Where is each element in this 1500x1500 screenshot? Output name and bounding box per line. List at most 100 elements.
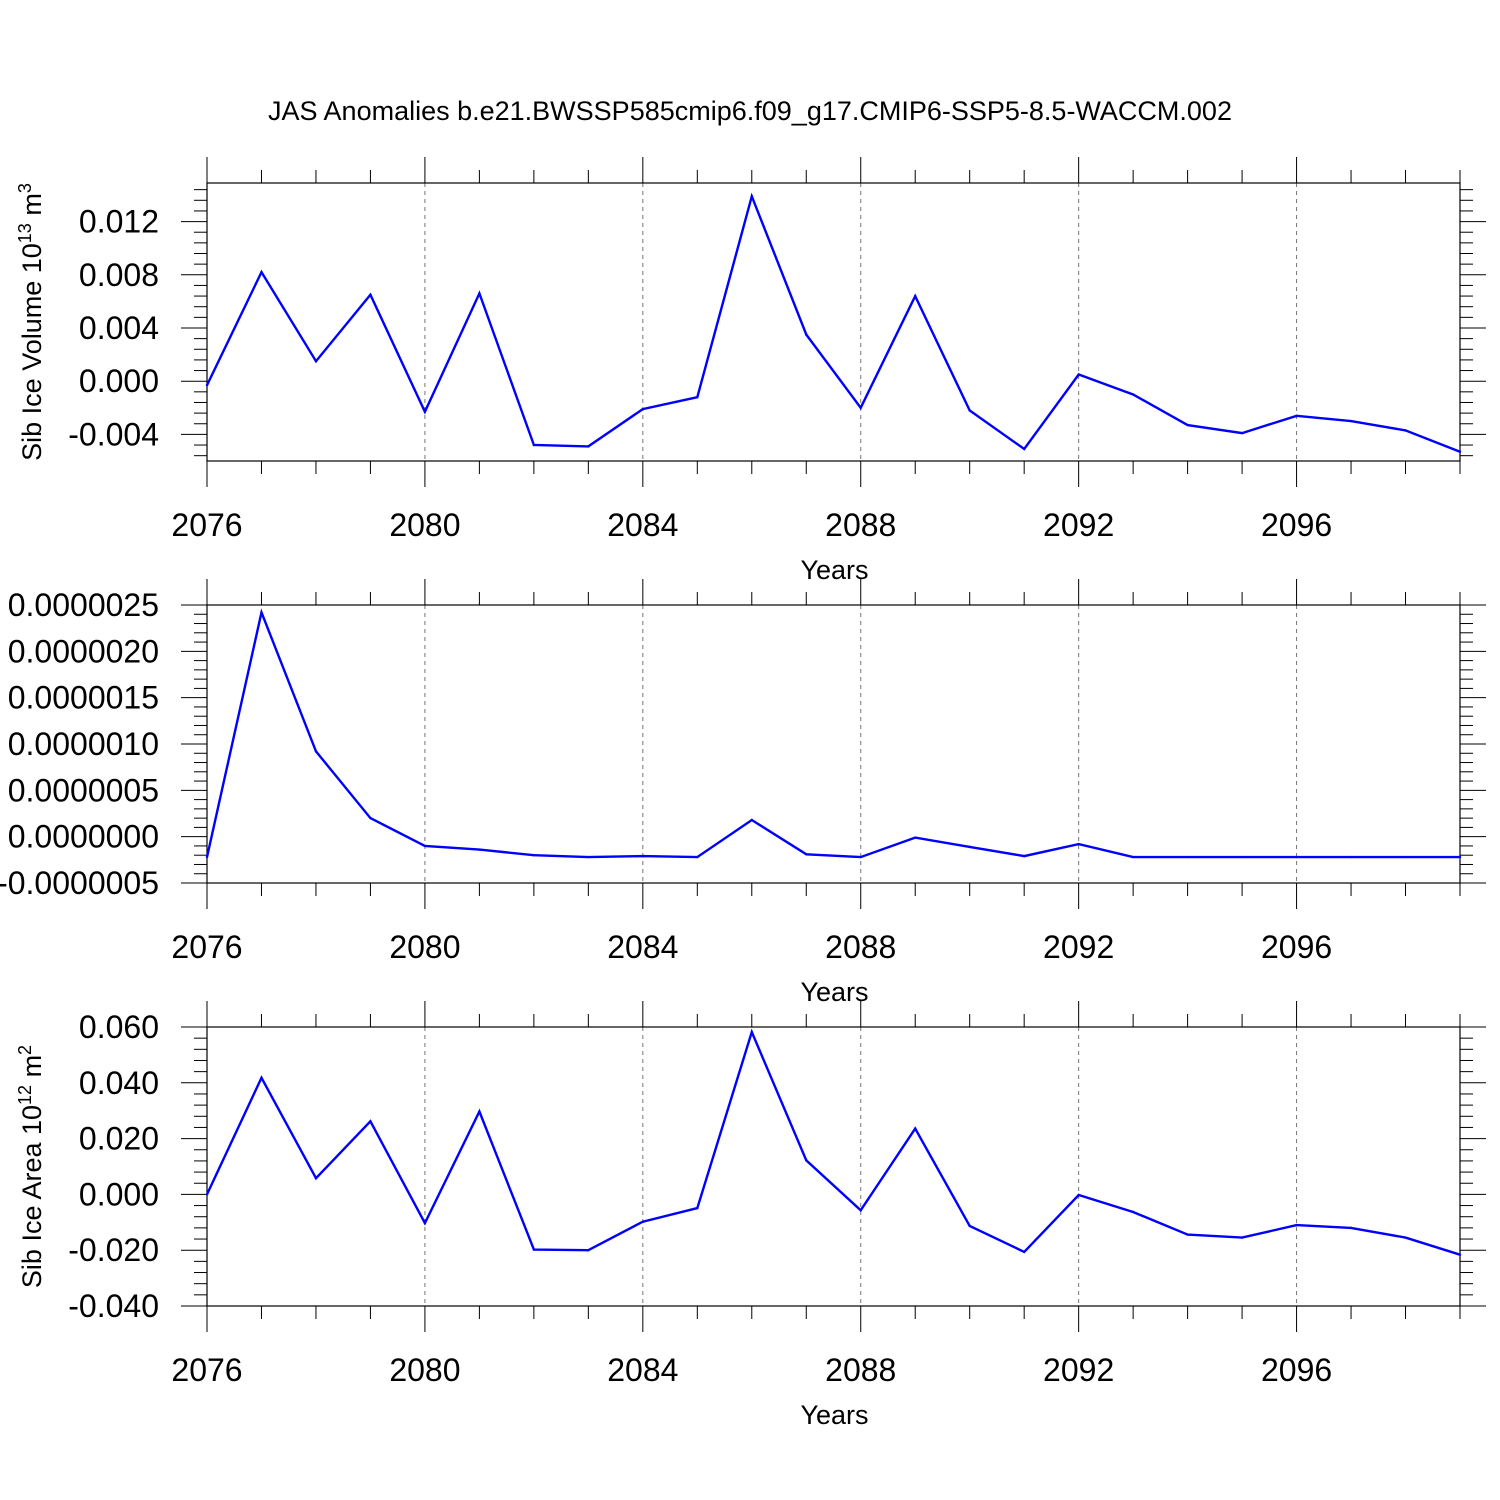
data-point <box>532 1248 536 1251</box>
data-point <box>914 836 917 839</box>
x-tick-label: 2092 <box>1043 929 1114 965</box>
data-point <box>859 855 862 859</box>
data-point <box>805 1159 808 1162</box>
y-tick-label: 0.004 <box>79 310 159 346</box>
y-tick-label: -0.0000005 <box>0 865 159 901</box>
data-point <box>205 383 209 387</box>
y-tick-label: 0.0000000 <box>8 819 159 855</box>
data-point <box>423 410 427 413</box>
data-point <box>1458 855 1462 859</box>
x-tick-label: 2076 <box>171 929 242 965</box>
data-point <box>1186 423 1189 427</box>
data-point <box>968 1224 971 1228</box>
y-tick-label: -0.004 <box>68 416 159 452</box>
figure-title: JAS Anomalies b.e21.BWSSP585cmip6.f09_g1… <box>268 96 1232 126</box>
x-tick-label: 2092 <box>1043 1352 1114 1388</box>
y-tick-label: 0.000 <box>79 1176 159 1212</box>
data-point <box>1295 1223 1298 1227</box>
data-point <box>1022 1250 1026 1254</box>
chart-panel-2: 2076 2080 2084 2088 2092 2096 -0.0000005 0.0000… <box>0 579 1486 1007</box>
data-point <box>314 1177 318 1180</box>
data-point <box>1131 855 1135 859</box>
y-tick-label: 0.0000020 <box>8 633 159 669</box>
x-tick-label: 2088 <box>825 929 896 965</box>
chart-panel-1: 2076 2080 2084 2088 2092 2096 -0.004 0.000 0.004… <box>15 157 1486 585</box>
y-tick-label: 0.0000015 <box>8 680 159 716</box>
data-point <box>369 293 372 296</box>
data-point <box>423 844 427 848</box>
data-point <box>1240 431 1244 435</box>
data-point <box>1295 414 1298 417</box>
data-point <box>968 845 971 849</box>
data-point <box>260 270 263 274</box>
y-tick-label: 0.0000005 <box>8 772 159 808</box>
y-tick-label: 0.0000010 <box>8 726 159 762</box>
y-tick-label: 0.0000025 <box>8 587 159 623</box>
data-point <box>805 333 808 336</box>
x-tick-label: 2096 <box>1261 929 1332 965</box>
data-point <box>750 1030 753 1034</box>
data-point <box>587 855 590 859</box>
x-tick-label: 2080 <box>389 507 460 543</box>
data-point <box>1240 1236 1244 1239</box>
x-tick-label: 2096 <box>1261 507 1332 543</box>
y-tick-label: 0.020 <box>79 1121 159 1157</box>
data-point <box>696 1206 699 1210</box>
data-point <box>1404 1236 1407 1239</box>
data-point <box>1458 450 1462 453</box>
x-tick-label: 2084 <box>607 1352 678 1388</box>
x-tick-label: 2088 <box>825 1352 896 1388</box>
data-point <box>1131 393 1135 396</box>
series-line <box>205 1028 1461 1256</box>
data-point <box>260 1076 263 1079</box>
data-point <box>1077 373 1080 376</box>
data-point <box>859 1209 862 1212</box>
y-tick-label: 0.040 <box>79 1065 159 1101</box>
data-point <box>478 1110 481 1113</box>
data-point <box>641 407 645 411</box>
data-point <box>968 409 971 412</box>
x-tick-label: 2084 <box>607 507 678 543</box>
data-point <box>914 1127 917 1130</box>
data-point <box>1349 1226 1353 1230</box>
data-point <box>696 855 699 859</box>
x-axis-label: Years <box>800 1400 868 1430</box>
plot-frame <box>206 182 1461 462</box>
data-point <box>1131 1210 1135 1214</box>
x-tick-label: 2084 <box>607 929 678 965</box>
data-point <box>587 1249 590 1252</box>
x-axis-label: Years <box>800 555 868 585</box>
data-point <box>1404 855 1407 859</box>
x-tick-label: 2080 <box>389 1352 460 1388</box>
data-point <box>1022 854 1026 858</box>
data-point <box>1295 855 1298 859</box>
data-point <box>478 848 481 851</box>
x-tick-label: 2076 <box>171 1352 242 1388</box>
data-point <box>1186 1233 1189 1236</box>
data-point <box>532 854 536 857</box>
data-point <box>750 195 753 198</box>
data-point <box>696 395 699 399</box>
chart-panel-3: 2076 2080 2084 2088 2092 2096 -0.040 -0.020 0.00… <box>15 1001 1486 1430</box>
series-line <box>205 608 1460 859</box>
data-point <box>478 292 481 295</box>
y-tick-label: 0.012 <box>79 204 159 240</box>
data-point <box>1186 855 1189 859</box>
data-point <box>914 294 917 298</box>
data-point <box>260 611 263 614</box>
data-point <box>859 406 862 409</box>
data-point <box>1349 855 1353 859</box>
y-axis-label: Sib Ice Volume 1013 m3 <box>15 183 47 461</box>
data-point <box>369 816 372 820</box>
plot-frame <box>206 604 1461 884</box>
plot-frame <box>206 1026 1461 1307</box>
data-point <box>1077 842 1080 846</box>
x-axis-label: Years <box>800 977 868 1007</box>
data-point <box>750 818 753 822</box>
data-point <box>1404 429 1407 432</box>
data-point <box>532 443 536 447</box>
data-point <box>805 853 808 856</box>
data-point <box>641 1220 645 1223</box>
y-tick-label: 0.060 <box>79 1009 159 1045</box>
y-tick-label: 0.000 <box>79 363 159 399</box>
